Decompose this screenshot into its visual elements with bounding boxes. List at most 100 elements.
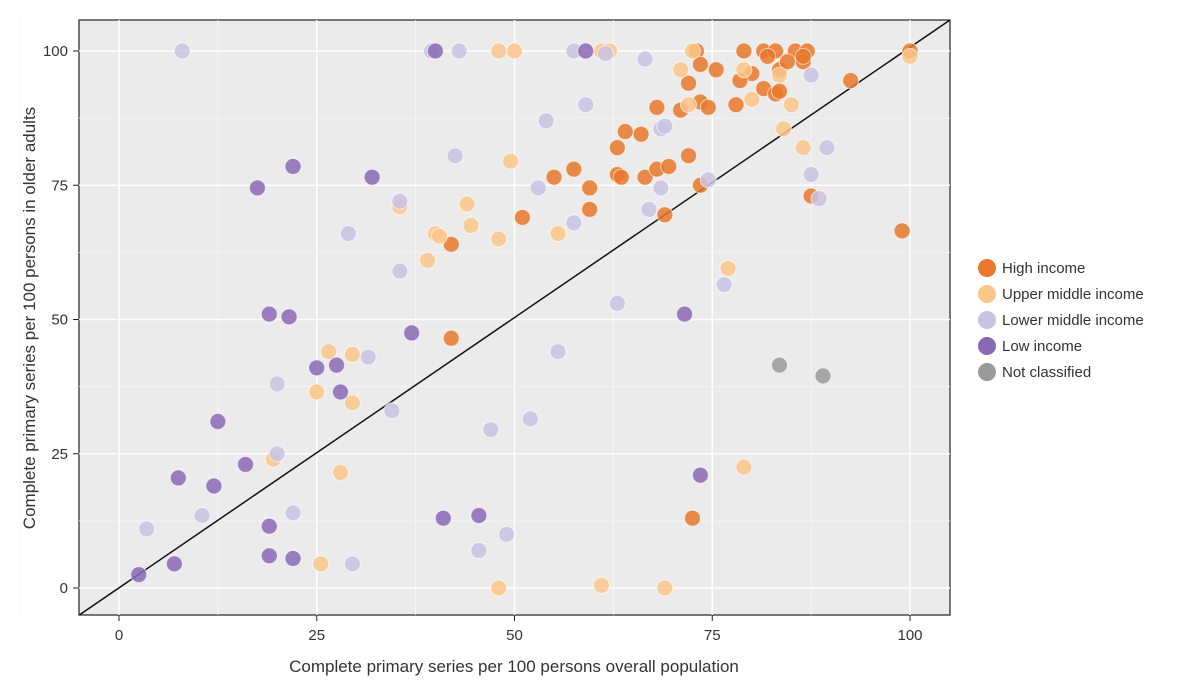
point-high-income xyxy=(545,168,563,186)
point-high-income xyxy=(656,206,674,224)
point-lower-middle-income xyxy=(640,200,658,218)
point-lower-middle-income xyxy=(450,42,468,60)
point-low-income xyxy=(426,42,444,60)
point-lower-middle-income xyxy=(193,507,211,525)
point-high-income xyxy=(513,208,531,226)
point-upper-middle-income xyxy=(774,120,792,138)
legend-label-lower-middle-income: Lower middle income xyxy=(1002,312,1144,329)
legend-label-upper-middle-income: Upper middle income xyxy=(1002,286,1144,303)
point-lower-middle-income xyxy=(359,348,377,366)
legend-label-low-income: Low income xyxy=(1002,338,1082,355)
x-tick-label: 0 xyxy=(115,627,123,644)
point-high-income xyxy=(648,98,666,116)
point-low-income xyxy=(308,359,326,377)
point-lower-middle-income xyxy=(810,190,828,208)
point-lower-middle-income xyxy=(383,402,401,420)
legend-swatch-lower-middle-income xyxy=(978,311,996,329)
point-high-income xyxy=(660,157,678,175)
x-axis-label: Complete primary series per 100 persons … xyxy=(289,657,739,676)
point-lower-middle-income xyxy=(268,375,286,393)
point-high-income xyxy=(565,160,583,178)
data-points xyxy=(130,42,919,597)
point-upper-middle-income xyxy=(680,96,698,114)
point-upper-middle-income xyxy=(490,230,508,248)
point-high-income xyxy=(680,147,698,165)
point-high-income xyxy=(616,123,634,141)
point-upper-middle-income xyxy=(549,225,567,243)
point-lower-middle-income xyxy=(565,214,583,232)
point-lower-middle-income xyxy=(652,179,670,197)
point-upper-middle-income xyxy=(502,152,520,170)
point-lower-middle-income xyxy=(391,192,409,210)
legend-swatch-not-classified xyxy=(978,363,996,381)
point-high-income xyxy=(581,200,599,218)
y-tick-label: 75 xyxy=(51,177,68,194)
point-high-income xyxy=(442,235,460,253)
point-high-income xyxy=(680,74,698,92)
point-low-income xyxy=(403,324,421,342)
reference-line-y-equals-x xyxy=(79,19,951,616)
x-tick-label: 75 xyxy=(704,627,721,644)
point-lower-middle-income xyxy=(138,520,156,538)
point-high-income xyxy=(683,509,701,527)
point-lower-middle-income xyxy=(699,171,717,189)
point-upper-middle-income xyxy=(312,555,330,573)
point-high-income xyxy=(794,47,812,65)
point-upper-middle-income xyxy=(506,42,523,60)
point-lower-middle-income xyxy=(482,421,500,439)
y-axis-label: Complete primary series per 100 persons … xyxy=(20,107,39,529)
point-upper-middle-income xyxy=(462,217,480,235)
point-upper-middle-income xyxy=(418,251,436,269)
legend-swatch-upper-middle-income xyxy=(978,285,996,303)
point-lower-middle-income xyxy=(549,343,567,361)
legend-swatch-high-income xyxy=(978,259,996,277)
point-lower-middle-income xyxy=(173,42,191,60)
point-upper-middle-income xyxy=(656,579,674,597)
point-high-income xyxy=(699,98,717,116)
legend-label-high-income: High income xyxy=(1002,260,1085,277)
point-low-income xyxy=(676,305,694,323)
point-low-income xyxy=(130,566,148,584)
point-upper-middle-income xyxy=(735,458,753,476)
point-upper-middle-income xyxy=(490,42,508,60)
point-lower-middle-income xyxy=(577,96,595,114)
point-upper-middle-income xyxy=(770,66,788,84)
point-lower-middle-income xyxy=(818,139,836,157)
y-tick-label: 25 xyxy=(51,446,68,463)
point-upper-middle-income xyxy=(458,195,476,213)
point-high-income xyxy=(770,82,788,100)
point-lower-middle-income xyxy=(715,276,733,294)
point-low-income xyxy=(248,179,266,197)
point-low-income xyxy=(260,305,278,323)
point-upper-middle-income xyxy=(735,61,753,79)
point-low-income xyxy=(284,549,302,567)
point-lower-middle-income xyxy=(608,294,626,312)
point-upper-middle-income xyxy=(743,90,761,108)
point-low-income xyxy=(363,168,381,186)
point-high-income xyxy=(707,61,725,79)
legend-swatch-low-income xyxy=(978,337,996,355)
point-low-income xyxy=(169,469,187,487)
x-tick-label: 25 xyxy=(308,627,325,644)
point-upper-middle-income xyxy=(672,61,690,79)
point-lower-middle-income xyxy=(529,179,547,197)
point-high-income xyxy=(893,222,911,240)
point-high-income xyxy=(632,125,650,143)
point-lower-middle-income xyxy=(537,112,555,130)
point-lower-middle-income xyxy=(802,166,820,184)
y-tick-label: 100 xyxy=(43,43,68,60)
point-high-income xyxy=(608,139,626,157)
point-low-income xyxy=(328,356,346,374)
point-lower-middle-income xyxy=(268,445,286,463)
point-upper-middle-income xyxy=(430,227,448,245)
point-low-income xyxy=(260,517,278,535)
point-upper-middle-income xyxy=(331,464,349,482)
point-lower-middle-income xyxy=(521,410,539,428)
point-lower-middle-income xyxy=(391,262,409,280)
y-tick-label: 0 xyxy=(60,580,68,597)
point-lower-middle-income xyxy=(596,45,614,63)
point-high-income xyxy=(612,168,630,186)
point-low-income xyxy=(434,509,452,527)
point-low-income xyxy=(237,455,255,473)
